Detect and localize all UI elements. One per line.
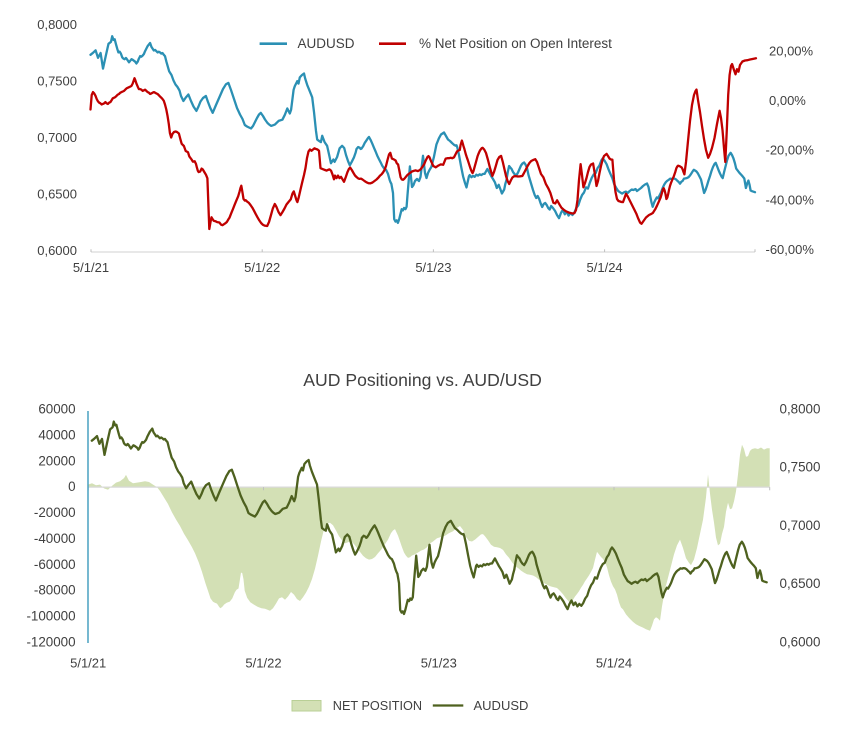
svg-text:0,6500: 0,6500 [37, 187, 77, 202]
svg-text:0,6000: 0,6000 [37, 243, 77, 258]
svg-text:5/1/23: 5/1/23 [421, 656, 457, 671]
svg-text:-100000: -100000 [26, 609, 75, 624]
svg-text:AUD Positioning vs. AUD/USD: AUD Positioning vs. AUD/USD [303, 370, 542, 390]
svg-text:-40000: -40000 [34, 531, 76, 546]
svg-text:5/1/22: 5/1/22 [245, 656, 281, 671]
svg-text:0,8000: 0,8000 [780, 402, 821, 417]
svg-text:-40,00%: -40,00% [766, 192, 815, 207]
svg-text:5/1/24: 5/1/24 [596, 656, 632, 671]
svg-text:-60000: -60000 [34, 557, 76, 572]
svg-text:0: 0 [68, 479, 75, 494]
svg-text:-20000: -20000 [34, 505, 76, 520]
svg-text:0,7500: 0,7500 [37, 74, 77, 89]
svg-text:-80000: -80000 [34, 583, 76, 598]
svg-text:5/1/24: 5/1/24 [587, 260, 623, 275]
svg-text:5/1/22: 5/1/22 [244, 260, 280, 275]
svg-text:NET POSITION: NET POSITION [333, 699, 422, 713]
svg-text:-20,00%: -20,00% [766, 143, 815, 158]
svg-text:AUDUSD: AUDUSD [298, 36, 355, 51]
svg-text:0,6000: 0,6000 [780, 634, 821, 649]
svg-text:40000: 40000 [38, 427, 75, 442]
svg-text:-120000: -120000 [26, 634, 75, 649]
svg-text:0,00%: 0,00% [769, 93, 806, 108]
svg-text:0,6500: 0,6500 [780, 576, 821, 591]
svg-text:5/1/21: 5/1/21 [70, 656, 106, 671]
svg-text:-60,00%: -60,00% [766, 242, 815, 257]
svg-text:AUDUSD: AUDUSD [474, 698, 529, 713]
svg-text:20,00%: 20,00% [769, 44, 814, 59]
svg-text:0,7000: 0,7000 [37, 130, 77, 145]
svg-text:0,8000: 0,8000 [37, 17, 77, 32]
svg-text:20000: 20000 [38, 453, 75, 468]
svg-text:0,7000: 0,7000 [780, 518, 821, 533]
svg-text:5/1/23: 5/1/23 [415, 260, 451, 275]
svg-text:% Net Position on Open Interes: % Net Position on Open Interest [419, 36, 612, 51]
svg-text:5/1/21: 5/1/21 [73, 260, 109, 275]
svg-text:0,7500: 0,7500 [780, 460, 821, 475]
svg-text:60000: 60000 [38, 402, 75, 417]
